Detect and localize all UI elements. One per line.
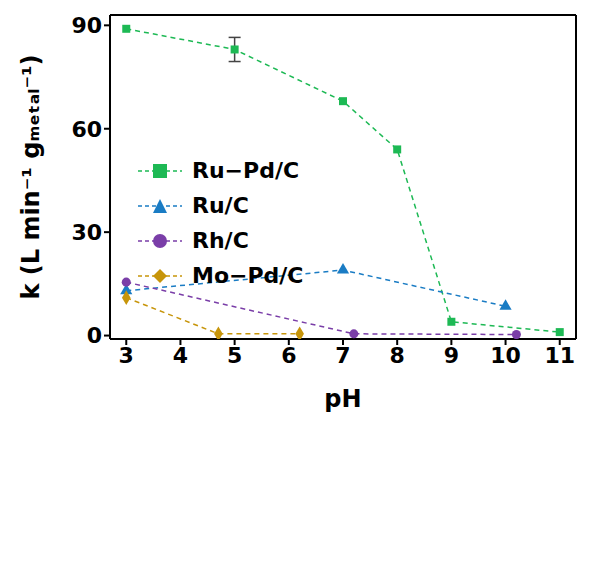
html-text:Ru−Pd/C: Ru−Pd/C (192, 158, 300, 183)
svg-text:30: 30 (71, 220, 102, 245)
svg-text:11: 11 (544, 343, 575, 368)
html-text:Ru/C: Ru/C (192, 193, 249, 218)
svg-text:k (L min⁻¹ gₘₑₜₐₗ⁻¹): k (L min⁻¹ gₘₑₜₐₗ⁻¹) (17, 54, 45, 299)
svg-text:3: 3 (119, 343, 134, 368)
svg-text:6: 6 (281, 343, 296, 368)
svg-text:5: 5 (227, 343, 242, 368)
svg-text:7: 7 (335, 343, 350, 368)
svg-text:90: 90 (71, 13, 102, 38)
html-text:Rh/C: Rh/C (192, 228, 249, 253)
svg-text:pH: pH (324, 385, 361, 413)
html-text:Mo−Pd/C: Mo−Pd/C (192, 263, 304, 288)
svg-text:0: 0 (87, 323, 102, 348)
svg-text:4: 4 (173, 343, 188, 368)
svg-text:60: 60 (71, 117, 102, 142)
svg-text:8: 8 (390, 343, 405, 368)
svg-text:9: 9 (444, 343, 459, 368)
svg-text:10: 10 (490, 343, 521, 368)
